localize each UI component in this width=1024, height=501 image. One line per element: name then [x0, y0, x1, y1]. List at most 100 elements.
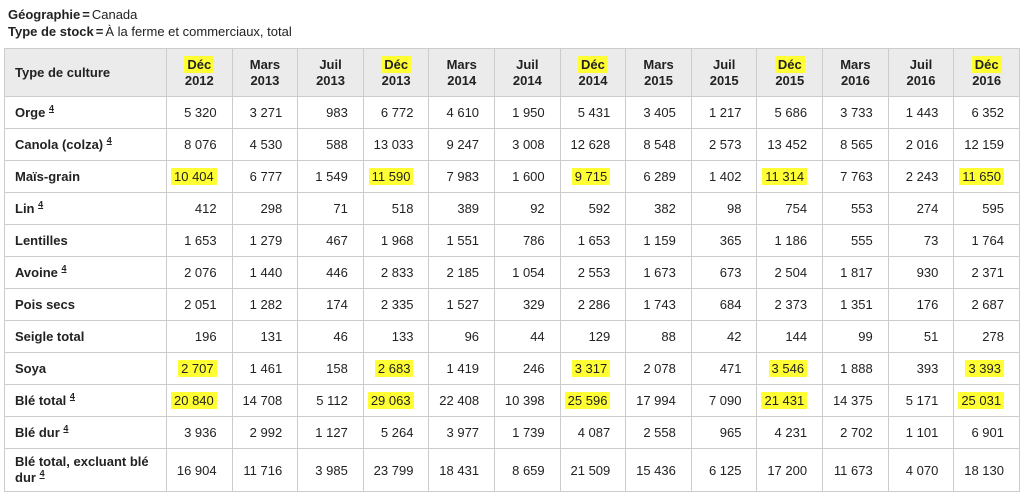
footnote-link[interactable]: 4	[38, 199, 44, 210]
data-cell: 2 243	[887, 160, 955, 193]
data-cell: 6 772	[362, 96, 430, 129]
highlighted-value: 2 707	[178, 360, 217, 377]
column-header: Juil 2015	[690, 48, 758, 97]
data-cell: 4 231	[756, 416, 824, 449]
data-cell: 4 070	[887, 448, 955, 492]
data-cell: 1 743	[625, 288, 692, 321]
table-row: Lentilles 1 653 1 279 467 1 968 1 551 786 1 653…	[4, 224, 1020, 257]
highlighted-value: 21 431	[761, 392, 808, 409]
footnote-link[interactable]: 4	[39, 468, 45, 479]
footnote-marker: 4	[63, 423, 68, 433]
row-label: Pois secs	[4, 288, 167, 321]
column-month: Déc	[184, 55, 215, 73]
column-month: Mars	[249, 56, 281, 72]
data-cell: 129	[559, 320, 627, 353]
data-cell: 133	[362, 320, 430, 353]
data-cell: 12 159	[953, 128, 1020, 161]
data-cell: 1 127	[297, 416, 364, 449]
data-cell: 10 404	[166, 160, 233, 193]
column-month: Déc	[971, 55, 1002, 73]
footnote-link[interactable]: 4	[106, 135, 112, 146]
data-cell: 2 335	[362, 288, 430, 321]
footnote-link[interactable]: 4	[63, 423, 69, 434]
data-cell: 2 833	[362, 256, 430, 289]
data-cell: 2 371	[953, 256, 1020, 289]
header-row: Type de culture Déc 2012 Mars 2013 Juil 2013 D…	[4, 48, 1020, 97]
data-cell: 2 687	[953, 288, 1020, 321]
row-label: Orge 4	[4, 96, 167, 129]
data-cell: 88	[625, 320, 692, 353]
highlighted-value: 3 393	[965, 360, 1004, 377]
data-cell: 1 653	[559, 224, 627, 257]
data-cell: 92	[494, 192, 561, 225]
data-cell: 11 650	[953, 160, 1020, 193]
data-cell: 15 436	[625, 448, 692, 492]
highlighted-value: 25 031	[958, 392, 1005, 409]
data-cell: 96	[428, 320, 496, 353]
column-year: 2016	[972, 72, 1002, 88]
data-cell: 22 408	[428, 384, 496, 417]
column-year: 2013	[316, 72, 345, 88]
data-cell: 44	[494, 320, 561, 353]
data-cell: 18 431	[428, 448, 496, 492]
data-cell: 592	[559, 192, 627, 225]
footnote-marker: 4	[38, 199, 43, 209]
footnote-marker: 4	[70, 391, 75, 401]
equals-sign: =	[82, 7, 90, 22]
data-cell: 1 551	[428, 224, 496, 257]
data-cell: 4 610	[428, 96, 496, 129]
footnote-link[interactable]: 4	[69, 391, 75, 402]
data-cell: 298	[231, 192, 299, 225]
data-cell: 412	[166, 192, 233, 225]
data-cell: 174	[297, 288, 364, 321]
data-cell: 518	[362, 192, 430, 225]
data-cell: 6 125	[690, 448, 758, 492]
data-cell: 1 968	[362, 224, 430, 257]
geography-label: Géographie	[8, 7, 81, 22]
equals-sign: =	[95, 24, 104, 39]
column-year: 2013	[381, 72, 411, 88]
data-cell: 1 054	[494, 256, 561, 289]
footnote-link[interactable]: 4	[61, 263, 67, 274]
data-cell: 7 763	[822, 160, 889, 193]
row-label: Canola (colza) 4	[4, 128, 167, 161]
table-row: Soya 2 707 1 461 158 2 683 1 419 246 3 317 2 078…	[4, 352, 1020, 385]
column-header: Déc 2014	[559, 48, 627, 97]
column-year: 2015	[775, 72, 805, 88]
data-cell: 3 985	[297, 448, 364, 492]
data-cell: 467	[297, 224, 364, 257]
data-cell: 14 708	[231, 384, 299, 417]
data-cell: 553	[822, 192, 889, 225]
table-row: Blé total 4 20 840 14 708 5 112 29 063 22 408…	[4, 384, 1020, 417]
footnote-link[interactable]: 4	[48, 103, 54, 114]
column-month: Déc	[381, 55, 412, 73]
data-cell: 73	[887, 224, 955, 257]
corner-header: Type de culture	[4, 48, 167, 97]
column-year: 2013	[250, 72, 280, 88]
highlighted-value: 11 314	[762, 168, 808, 185]
data-cell: 3 936	[166, 416, 233, 449]
data-cell: 2 076	[166, 256, 233, 289]
data-cell: 11 673	[822, 448, 889, 492]
data-cell: 9 715	[559, 160, 627, 193]
filter-stock-type: Type de stock = À la ferme et commerciaux,…	[8, 23, 1016, 40]
data-cell: 389	[428, 192, 496, 225]
column-month: Juil	[516, 56, 539, 72]
data-cell: 2 702	[822, 416, 889, 449]
data-cell: 595	[953, 192, 1020, 225]
data-cell: 274	[887, 192, 955, 225]
data-cell: 1 549	[297, 160, 364, 193]
data-cell: 1 527	[428, 288, 496, 321]
data-cell: 8 548	[625, 128, 692, 161]
row-label: Blé dur 4	[4, 416, 167, 449]
data-cell: 17 994	[625, 384, 692, 417]
highlighted-value: 10 404	[171, 168, 217, 185]
data-cell: 3 546	[756, 352, 824, 385]
data-cell: 786	[494, 224, 561, 257]
data-cell: 46	[297, 320, 364, 353]
data-cell: 684	[690, 288, 758, 321]
column-header: Mars 2014	[428, 48, 496, 97]
column-month: Mars	[840, 56, 871, 72]
data-cell: 2 683	[362, 352, 430, 385]
